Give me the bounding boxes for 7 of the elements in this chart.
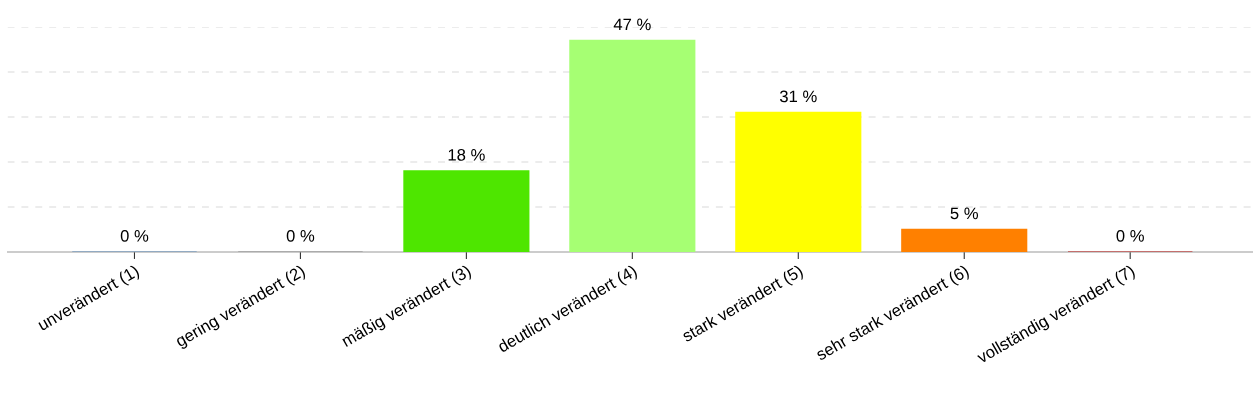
data-label: 0 % xyxy=(120,229,149,242)
data-label: 47 % xyxy=(613,18,651,31)
data-label: 18 % xyxy=(448,148,485,161)
data-label: 0 % xyxy=(1116,229,1144,242)
data-label: 31 % xyxy=(779,90,817,103)
data-label: 0 % xyxy=(286,229,315,242)
data-label: 5 % xyxy=(950,207,979,220)
